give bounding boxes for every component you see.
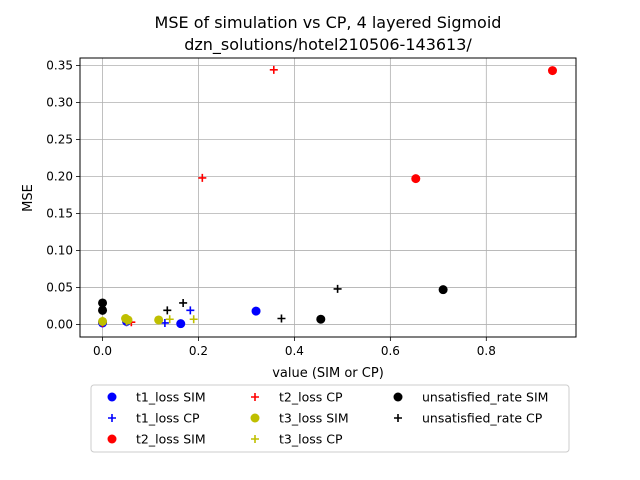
legend-marker [251,435,259,443]
data-point [179,298,188,307]
legend-label: t1_loss SIM [136,390,206,405]
data-point [251,306,261,316]
y-tick-label: 0.05 [46,280,73,294]
y-tick-label: 0.10 [46,243,73,257]
legend: t1_loss SIM t1_loss CP t2_loss SIM t2_loss … [90,384,570,453]
legend-label: t3_loss SIM [279,411,349,426]
data-point [98,305,108,315]
legend-label: t2_loss SIM [136,432,206,447]
y-tick-label: 0.30 [46,95,73,109]
y-axis-label: MSE [21,184,36,212]
y-tick-label: 0.25 [46,132,73,146]
legend-marker [108,414,116,422]
data-point [438,285,448,295]
data-point [160,318,169,327]
data-point [269,65,278,74]
data-point [176,319,186,329]
legend-marker [393,392,403,402]
data-point [98,316,107,325]
x-tick-label: 0.4 [285,344,304,358]
x-tick-label: 0.8 [477,344,496,358]
data-point [123,315,133,325]
legend-label: unsatisfied_rate SIM [422,390,548,405]
data-point [198,173,207,182]
legend-label: t2_loss CP [279,390,343,405]
data-point [186,306,195,315]
x-tick-label: 0.0 [93,344,112,358]
legend-label: t1_loss CP [136,411,200,426]
data-point [163,306,172,315]
legend-marker [107,392,117,402]
x-axis-ticks: 0.0 0.2 0.4 0.6 0.8 [93,337,496,358]
data-point [154,315,164,325]
legend-marker [107,434,117,444]
legend-marker [394,414,402,422]
data-point [122,317,131,326]
legend-frame [90,384,570,453]
data-point [98,299,107,308]
data-point [316,314,326,324]
legend-label: unsatisfied_rate CP [422,411,543,426]
data-point [547,66,557,76]
data-point [189,315,198,324]
y-tick-label: 0.00 [46,317,73,331]
data-point [165,315,174,324]
data-point [333,284,342,293]
x-tick-label: 0.2 [189,344,208,358]
grid-lines [80,58,576,337]
chart-title: MSE of simulation vs CP, 4 layered Sigmo… [155,13,502,32]
x-axis-label: value (SIM or CP) [272,366,384,381]
y-tick-label: 0.20 [46,169,73,183]
data-points [98,65,557,329]
data-point [277,314,286,323]
y-tick-label: 0.15 [46,206,73,220]
legend-label: t3_loss CP [279,432,343,447]
data-point [411,174,421,184]
y-axis-ticks: 0.00 0.05 0.10 0.15 0.20 0.25 0.30 0.35 [46,58,80,331]
x-tick-label: 0.6 [381,344,400,358]
legend-marker [250,413,260,423]
plot-frame [79,57,577,338]
chart-subtitle: dzn_solutions/hotel210506-143613/ [184,35,472,55]
y-tick-label: 0.35 [46,58,73,72]
legend-marker [251,393,259,401]
